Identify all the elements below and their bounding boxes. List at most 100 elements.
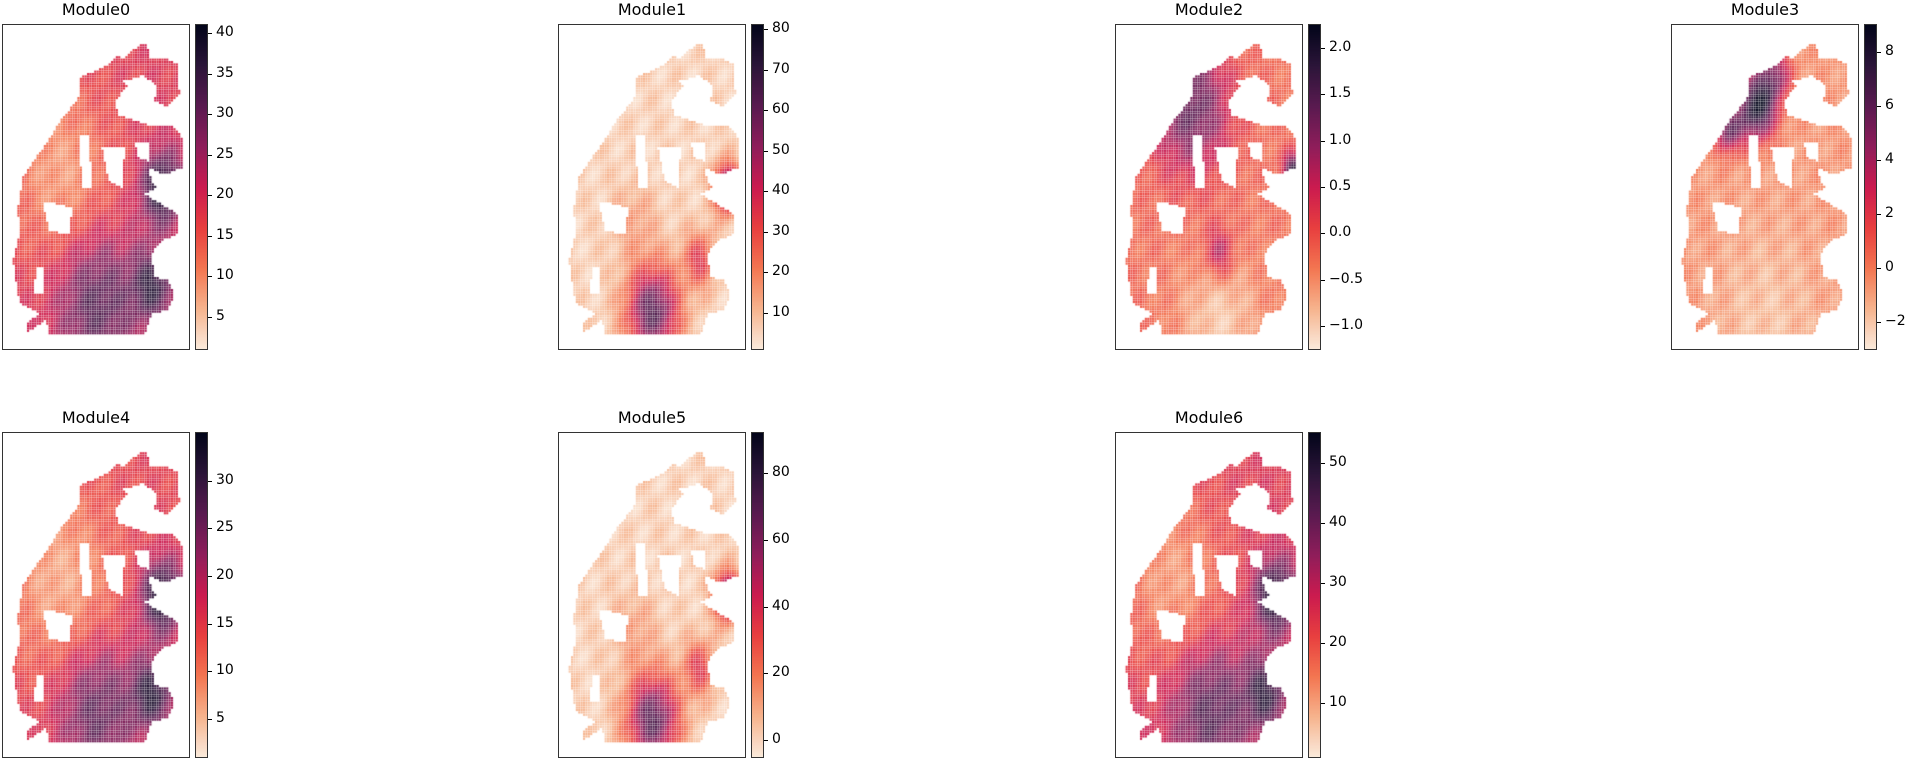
tick-label: 80 xyxy=(772,20,790,37)
colorbar xyxy=(1864,24,1877,350)
tick-mark xyxy=(208,154,212,156)
panel-module0: Module0 5 10 15 20 25 30 35 40 xyxy=(2,0,234,350)
panel-title: Module6 xyxy=(1174,408,1244,427)
tick-mark xyxy=(764,191,768,193)
tick-mark xyxy=(208,316,212,318)
tick-mark xyxy=(1321,94,1325,96)
tick-mark xyxy=(764,150,768,152)
panel-title: Module1 xyxy=(617,0,687,19)
spatial-heatmap-image xyxy=(3,433,189,757)
tick-label: 6 xyxy=(1885,97,1894,113)
spatial-plot-axes xyxy=(2,432,190,758)
panel-title: Module4 xyxy=(61,408,131,427)
tick-label: 5 xyxy=(216,307,225,324)
tick-label: 10 xyxy=(772,303,790,320)
tick-label: 20 xyxy=(772,263,790,280)
colorbar-gradient xyxy=(1309,433,1320,757)
tick-mark xyxy=(764,673,768,675)
tick-mark xyxy=(208,276,212,278)
tick-label: 2 xyxy=(1885,205,1894,221)
tick-mark xyxy=(764,539,768,541)
tick-label: 0 xyxy=(1885,259,1894,275)
panel-module5: Module5 0 20 40 60 80 xyxy=(558,408,790,758)
tick-label: −0.5 xyxy=(1329,270,1363,287)
colorbar xyxy=(195,432,208,758)
tick-mark xyxy=(764,473,768,475)
tick-label: 40 xyxy=(216,24,234,41)
tick-label: 25 xyxy=(216,519,234,536)
tick-mark xyxy=(208,33,212,35)
tick-mark xyxy=(208,623,212,625)
tick-mark xyxy=(764,231,768,233)
tick-mark xyxy=(1877,268,1881,269)
tick-label: −1.0 xyxy=(1329,316,1363,333)
spatial-plot-axes xyxy=(558,24,746,350)
tick-label: 10 xyxy=(1329,694,1347,710)
tick-label: 60 xyxy=(772,101,790,118)
tick-label: 2.0 xyxy=(1329,39,1352,56)
spatial-heatmap-image xyxy=(1116,25,1302,349)
tick-mark xyxy=(208,114,212,116)
tick-mark xyxy=(764,272,768,274)
tick-mark xyxy=(208,195,212,197)
tick-mark xyxy=(208,235,212,237)
tick-label: 15 xyxy=(216,614,234,631)
spatial-plot-axes xyxy=(1115,432,1303,758)
colorbar xyxy=(195,24,208,350)
tick-label: 0.5 xyxy=(1329,178,1352,194)
spatial-plot-axes xyxy=(2,24,190,350)
tick-label: 80 xyxy=(772,464,790,481)
panel-title: Module2 xyxy=(1174,0,1244,19)
tick-mark xyxy=(1321,48,1325,50)
colorbar xyxy=(751,432,764,758)
tick-label: 4 xyxy=(1885,151,1894,167)
panel-title: Module3 xyxy=(1730,0,1800,19)
panel-module4: Module4 5 10 15 20 25 30 xyxy=(2,408,234,758)
spatial-heatmap-image xyxy=(1116,433,1302,757)
tick-mark xyxy=(208,575,212,577)
spatial-plot-axes xyxy=(1115,24,1303,350)
tick-label: 50 xyxy=(1329,454,1347,470)
panel-module2: Module2 −1.0 −0.5 0.0 0.5 1.0 1.5 2.0 xyxy=(1115,0,1363,350)
tick-mark xyxy=(764,110,768,112)
tick-mark xyxy=(764,69,768,71)
tick-label: 0.0 xyxy=(1329,224,1352,241)
spatial-plot-axes xyxy=(1671,24,1859,350)
tick-label: 35 xyxy=(216,64,234,81)
colorbar xyxy=(1308,24,1321,350)
tick-mark xyxy=(208,480,212,482)
spatial-heatmap-image xyxy=(1672,25,1858,349)
tick-label: 25 xyxy=(216,145,234,162)
panel-module1: Module1 10 20 30 40 50 60 70 80 xyxy=(558,0,790,350)
spatial-heatmap-image xyxy=(559,25,745,349)
tick-mark xyxy=(1321,583,1325,584)
tick-mark xyxy=(764,312,768,314)
tick-mark xyxy=(208,671,212,673)
tick-mark xyxy=(764,606,768,608)
panel-module6: Module6 10 20 30 40 50 xyxy=(1115,408,1347,758)
tick-mark xyxy=(208,528,212,530)
tick-mark xyxy=(1321,703,1325,704)
tick-label: 30 xyxy=(216,105,234,122)
tick-mark xyxy=(1321,325,1325,327)
tick-label: 40 xyxy=(1329,514,1347,530)
tick-mark xyxy=(1877,322,1881,323)
tick-label: 30 xyxy=(772,222,790,239)
tick-label: 1.5 xyxy=(1329,85,1352,102)
tick-label: 20 xyxy=(772,664,790,681)
tick-mark xyxy=(1877,106,1881,107)
tick-label: 10 xyxy=(216,267,234,284)
panel-module3: Module3 −2 0 2 4 6 8 xyxy=(1671,0,1906,350)
tick-label: 20 xyxy=(1329,634,1347,650)
colorbar-gradient xyxy=(752,433,763,757)
tick-mark xyxy=(1321,140,1325,142)
colorbar-gradient xyxy=(196,433,207,757)
tick-label: 8 xyxy=(1885,43,1894,59)
tick-mark xyxy=(1321,643,1325,644)
tick-label: 40 xyxy=(772,597,790,614)
tick-mark xyxy=(1321,279,1325,281)
tick-mark xyxy=(208,73,212,75)
tick-label: 20 xyxy=(216,186,234,203)
spatial-plot-axes xyxy=(558,432,746,758)
